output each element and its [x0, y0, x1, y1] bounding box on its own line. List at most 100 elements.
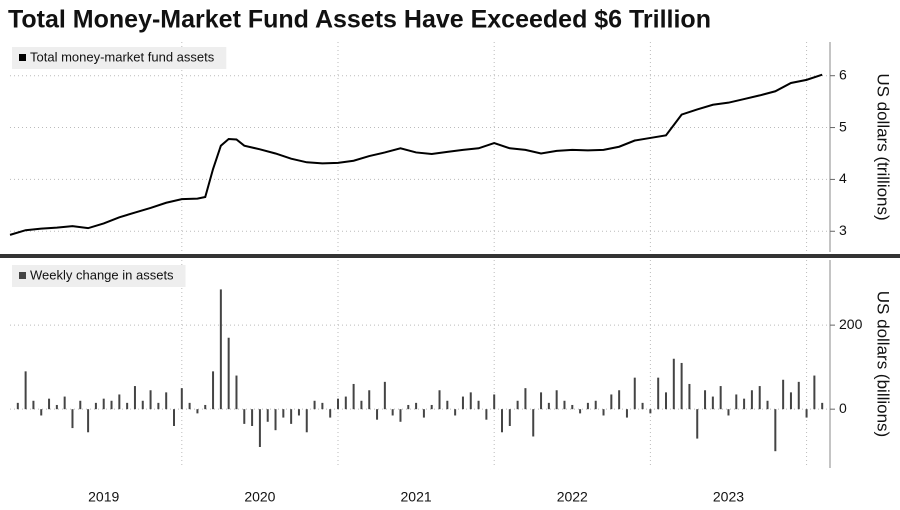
bar: [352, 383, 355, 410]
bar: [297, 409, 300, 416]
chart-title: Total Money-Market Fund Assets Have Exce…: [8, 6, 711, 34]
y-tick-label: 0: [839, 400, 847, 416]
x-tick-label: 2019: [88, 489, 119, 505]
bar: [227, 337, 230, 410]
bar: [594, 400, 597, 410]
bar: [383, 381, 386, 410]
bar: [766, 400, 769, 410]
bar: [649, 409, 652, 414]
bar: [141, 400, 144, 410]
bar: [688, 383, 691, 410]
bar: [524, 388, 527, 410]
bar: [461, 396, 464, 410]
bar: [555, 390, 558, 410]
bar: [415, 402, 418, 410]
bar: [618, 390, 621, 410]
bar: [813, 375, 816, 410]
legend-box: [12, 265, 186, 287]
bar: [212, 371, 215, 410]
bar: [805, 409, 808, 418]
bar: [508, 409, 511, 426]
bar: [321, 402, 324, 410]
x-tick-label: 2021: [401, 489, 432, 505]
bar: [94, 402, 97, 410]
bar: [672, 358, 675, 410]
bar: [376, 409, 379, 420]
bar: [16, 402, 19, 410]
bar: [438, 390, 441, 410]
bar: [251, 409, 254, 426]
legend-swatch: [19, 272, 26, 279]
bar: [344, 396, 347, 410]
bar: [165, 392, 168, 410]
bar: [235, 375, 238, 410]
bar: [782, 379, 785, 410]
bar: [24, 371, 27, 410]
bar: [477, 400, 480, 410]
bar: [797, 381, 800, 410]
bar: [610, 394, 613, 410]
bar: [399, 409, 402, 422]
y-tick-label: 3: [839, 222, 847, 238]
bar: [727, 409, 730, 416]
y-tick-label: 4: [839, 170, 847, 186]
x-tick-label: 2022: [557, 489, 588, 505]
bar: [48, 398, 51, 410]
panel-separator: [0, 254, 900, 258]
bar: [774, 409, 777, 452]
bar: [126, 402, 129, 410]
y-axis-label: US dollars (billions): [874, 291, 893, 437]
bar: [602, 409, 605, 416]
bar: [758, 386, 761, 410]
bar: [329, 409, 332, 418]
bar: [641, 402, 644, 410]
bar: [680, 362, 683, 410]
bar: [633, 377, 636, 410]
bar: [711, 396, 714, 410]
bar: [87, 409, 90, 433]
legend-text: Total money-market fund assets: [30, 49, 215, 64]
bar: [290, 409, 293, 424]
bar: [266, 409, 269, 422]
bar: [149, 390, 152, 410]
bar: [501, 409, 503, 433]
bar: [789, 392, 792, 410]
bar: [704, 390, 707, 410]
bar: [493, 394, 496, 410]
bar: [313, 400, 316, 410]
bar: [274, 409, 277, 431]
bar: [71, 409, 74, 429]
bar: [446, 400, 449, 410]
legend-text: Weekly change in assets: [30, 267, 174, 282]
bar: [665, 392, 667, 410]
bar: [625, 409, 628, 418]
bar: [696, 409, 699, 439]
bar: [516, 400, 519, 410]
y-axis-label: US dollars (trillions): [874, 73, 893, 220]
bar: [485, 409, 488, 420]
bar: [102, 398, 105, 410]
bar: [173, 409, 175, 426]
bar: [243, 409, 246, 424]
legend-swatch: [19, 54, 26, 61]
bar: [657, 377, 660, 410]
bar: [118, 394, 121, 410]
legend-box: [12, 47, 227, 69]
bar: [743, 398, 746, 410]
line: [9, 73, 823, 236]
bar: [79, 400, 82, 410]
bar: [180, 388, 183, 410]
y-tick-label: 5: [839, 118, 847, 134]
bar: [360, 400, 363, 410]
bar: [55, 404, 58, 410]
bar: [469, 392, 472, 410]
bar: [454, 409, 457, 416]
bar: [337, 398, 339, 410]
bar: [196, 409, 199, 414]
bar: [579, 409, 582, 414]
bar: [430, 404, 433, 410]
y-tick-label: 200: [839, 316, 863, 332]
bar: [204, 404, 207, 410]
bar: [63, 396, 66, 410]
